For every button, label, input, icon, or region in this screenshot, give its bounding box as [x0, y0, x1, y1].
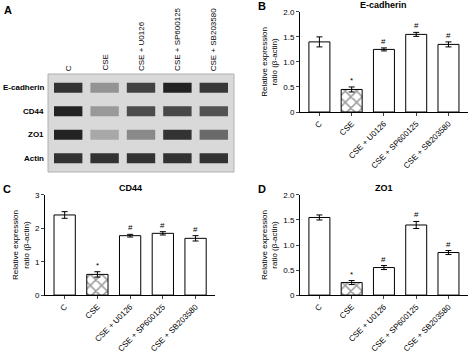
- svg-text:2.0: 2.0: [283, 191, 295, 200]
- svg-text:CSE: CSE: [338, 119, 356, 137]
- svg-text:0.5: 0.5: [283, 83, 295, 92]
- svg-text:*: *: [350, 270, 353, 279]
- svg-text:CSE + SP600125: CSE + SP600125: [370, 119, 421, 170]
- svg-text:CSE + SP600125: CSE + SP600125: [173, 7, 182, 70]
- svg-text:C: C: [64, 65, 73, 71]
- svg-text:1.5: 1.5: [283, 33, 295, 42]
- svg-text:CSE: CSE: [338, 303, 356, 321]
- svg-text:CSE + SB203580: CSE + SB203580: [209, 8, 218, 71]
- svg-text:#: #: [446, 240, 451, 249]
- svg-text:2: 2: [35, 224, 40, 233]
- svg-text:ZO1: ZO1: [28, 130, 44, 139]
- svg-text:CD44: CD44: [23, 107, 44, 116]
- svg-text:1.0: 1.0: [283, 241, 295, 250]
- svg-text:CSE + U0126: CSE + U0126: [347, 302, 389, 344]
- svg-text:CSE + SP600125: CSE + SP600125: [370, 302, 421, 353]
- svg-text:#: #: [414, 21, 419, 30]
- svg-text:CSE + SB203580: CSE + SB203580: [402, 119, 453, 170]
- svg-text:C: C: [313, 119, 324, 130]
- svg-text:0.5: 0.5: [283, 266, 295, 275]
- svg-text:CSE + SP600125: CSE + SP600125: [116, 302, 167, 353]
- svg-text:0: 0: [290, 291, 295, 300]
- svg-text:3: 3: [35, 191, 40, 200]
- svg-text:E-cadherin: E-cadherin: [3, 83, 44, 92]
- svg-text:#: #: [160, 221, 165, 230]
- svg-text:B: B: [258, 0, 266, 12]
- svg-text:*: *: [350, 76, 353, 85]
- svg-text:CSE + U0126: CSE + U0126: [93, 302, 135, 344]
- svg-text:CSE + U0126: CSE + U0126: [137, 21, 146, 71]
- svg-text:E-cadherin: E-cadherin: [360, 0, 407, 10]
- svg-text:1.0: 1.0: [283, 58, 295, 67]
- svg-text:#: #: [414, 210, 419, 219]
- svg-text:CSE + SB203580: CSE + SB203580: [149, 302, 200, 353]
- svg-text:CSE: CSE: [101, 54, 110, 70]
- svg-text:Relative expressionratio (β-ac: Relative expressionratio (β-actin): [11, 210, 30, 280]
- svg-text:1: 1: [35, 258, 40, 267]
- svg-text:0: 0: [290, 108, 295, 117]
- svg-text:CD44: CD44: [119, 183, 142, 193]
- svg-text:Actin: Actin: [24, 154, 44, 163]
- svg-text:CSE + U0126: CSE + U0126: [347, 119, 389, 161]
- svg-text:CSE: CSE: [84, 303, 102, 321]
- svg-text:C: C: [313, 302, 324, 313]
- svg-text:#: #: [381, 255, 386, 264]
- svg-text:Relative expressionratio (β-ac: Relative expressionratio (β-actin): [260, 210, 279, 280]
- svg-text:#: #: [128, 223, 133, 232]
- svg-text:A: A: [4, 4, 12, 16]
- svg-text:*: *: [96, 261, 99, 270]
- svg-text:Relative expressionratio (β-ac: Relative expressionratio (β-actin): [260, 27, 279, 97]
- svg-text:CSE + SB203580: CSE + SB203580: [402, 302, 453, 353]
- svg-text:C: C: [58, 302, 69, 313]
- svg-text:#: #: [381, 37, 386, 46]
- svg-text:2.0: 2.0: [283, 8, 295, 17]
- svg-text:#: #: [446, 31, 451, 40]
- svg-text:D: D: [258, 183, 266, 195]
- svg-text:1.5: 1.5: [283, 216, 295, 225]
- svg-text:#: #: [193, 225, 198, 234]
- svg-text:ZO1: ZO1: [375, 183, 393, 193]
- svg-text:C: C: [3, 183, 11, 195]
- svg-text:0: 0: [35, 291, 40, 300]
